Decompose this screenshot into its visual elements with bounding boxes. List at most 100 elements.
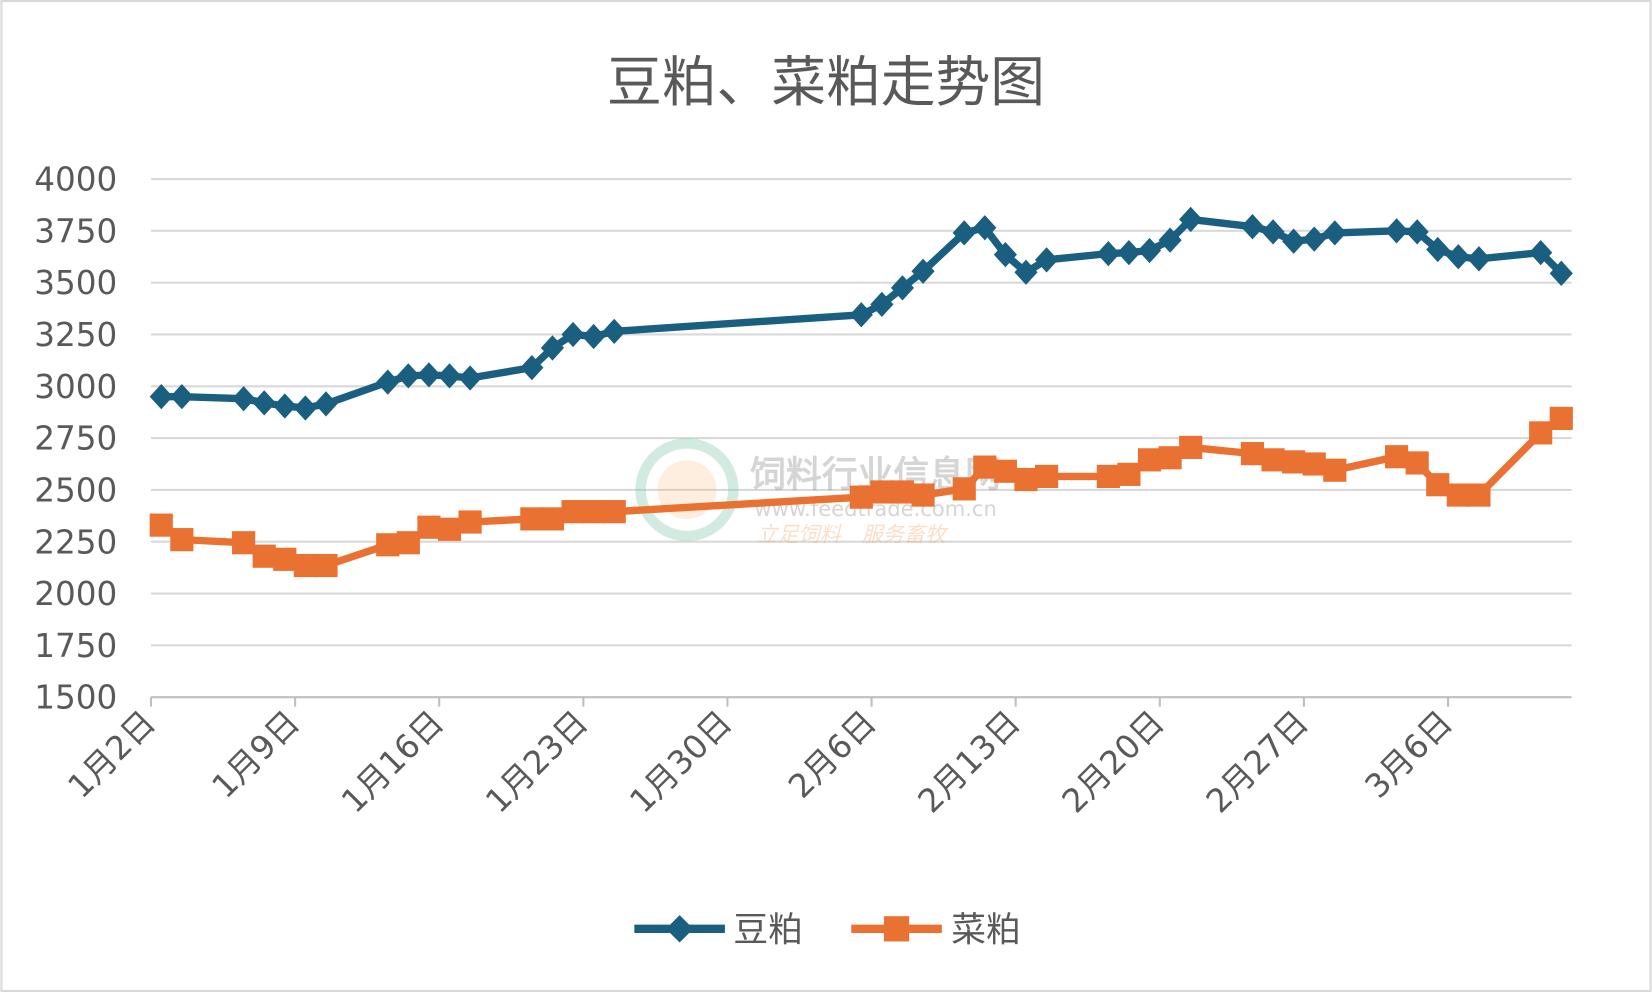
data-point-square [1302, 452, 1326, 476]
data-point-square [870, 480, 894, 504]
data-point-diamond [602, 318, 626, 344]
data-point-diamond [293, 395, 317, 421]
data-point-diamond [890, 275, 915, 301]
watermark-slogan: 立足饲料 服务畜牧 [756, 521, 948, 546]
data-point-square [396, 531, 420, 555]
y-tick-label: 1500 [34, 679, 117, 717]
data-point-diamond [1137, 237, 1162, 264]
watermark-logo-icon [635, 438, 739, 542]
data-point-diamond [232, 386, 256, 412]
data-point-square [1467, 483, 1491, 507]
data-point-square [993, 459, 1017, 483]
data-point-square [582, 500, 606, 524]
data-point-diamond [1323, 220, 1347, 246]
data-point-square [540, 507, 565, 531]
y-tick-label: 3250 [34, 316, 117, 354]
y-tick-label: 3500 [34, 264, 117, 302]
data-point-square [273, 547, 297, 571]
data-point-diamond [520, 354, 544, 381]
data-point-diamond [582, 323, 606, 350]
data-point-square [232, 531, 256, 555]
y-tick-label: 2250 [34, 523, 117, 561]
data-point-square [437, 517, 462, 541]
data-point-diamond [911, 258, 935, 284]
data-point-square [1034, 464, 1059, 489]
data-point-diamond [1302, 226, 1326, 252]
data-point-square [1158, 446, 1182, 470]
data-point-square [1282, 450, 1306, 474]
data-point-square [911, 483, 935, 507]
data-point-square [1446, 483, 1470, 507]
data-point-square [1014, 467, 1038, 492]
data-point-diamond [170, 383, 194, 410]
data-point-diamond [149, 383, 173, 410]
data-point-diamond [314, 391, 338, 417]
data-point-diamond [417, 362, 441, 388]
y-tick-label: 2750 [34, 420, 117, 458]
data-point-diamond [396, 363, 420, 389]
data-point-square [1261, 448, 1285, 472]
data-point-square [1384, 445, 1409, 469]
data-point-square [1117, 462, 1141, 486]
data-point-diamond [561, 321, 585, 348]
y-tick-label: 2000 [34, 575, 117, 613]
legend-label-soybean-meal: 豆粕 [733, 910, 803, 950]
data-point-square [561, 500, 585, 524]
data-point-diamond [952, 220, 976, 246]
gridlines [150, 177, 1572, 647]
data-point-square [952, 477, 976, 501]
legend: 豆粕 菜粕 [634, 910, 1021, 950]
y-axis: 1500 1750 2000 2250 2500 2750 3000 3250 3500 3750… [34, 161, 117, 717]
data-point-diamond [1096, 240, 1120, 267]
data-point-diamond [1426, 236, 1450, 263]
data-point-square [1529, 421, 1553, 445]
y-tick-label: 4000 [34, 161, 117, 199]
data-point-diamond [849, 302, 873, 328]
data-point-diamond [993, 242, 1017, 268]
data-point-diamond [1014, 259, 1038, 285]
data-point-diamond [870, 291, 894, 318]
data-point-diamond [252, 390, 276, 416]
data-point-diamond [1384, 218, 1409, 244]
y-tick-label: 2500 [34, 471, 117, 509]
data-point-square [890, 480, 915, 504]
legend-diamond-marker-icon [665, 915, 694, 943]
data-point-diamond [376, 369, 400, 395]
data-point-square [1137, 448, 1162, 472]
data-point-square [293, 553, 317, 578]
data-point-square [1179, 435, 1203, 459]
data-point-diamond [458, 365, 482, 391]
data-point-diamond [273, 393, 297, 419]
y-tick-label: 3000 [34, 368, 117, 406]
legend-label-rapeseed-meal: 菜粕 [951, 910, 1021, 950]
y-tick-label: 1750 [34, 627, 117, 665]
data-point-square [1405, 451, 1429, 475]
data-point-diamond [1158, 227, 1182, 253]
y-tick-label: 3750 [34, 212, 117, 250]
data-point-square [314, 553, 338, 578]
data-point-square [1240, 442, 1265, 466]
data-point-square [602, 500, 626, 524]
chart-title: 豆粕、菜粕走势图 [607, 50, 1045, 114]
data-point-square [252, 544, 276, 568]
data-point-square [417, 515, 441, 539]
data-point-square [1323, 458, 1347, 482]
data-point-square [1096, 464, 1120, 489]
legend-item-soybean-meal[interactable]: 豆粕 [634, 910, 803, 950]
data-point-square [149, 513, 173, 537]
data-point-square [376, 533, 400, 557]
legend-item-rapeseed-meal[interactable]: 菜粕 [851, 910, 1021, 950]
data-point-square [1426, 473, 1450, 497]
data-point-square [849, 485, 873, 509]
data-point-square [973, 455, 997, 479]
data-point-square [458, 510, 482, 534]
data-point-square [1549, 406, 1573, 430]
data-point-square [170, 528, 194, 552]
data-point-diamond [437, 363, 462, 389]
data-point-diamond [1405, 219, 1429, 245]
data-point-diamond [540, 335, 565, 361]
legend-square-marker-icon [883, 916, 910, 942]
data-point-square [520, 507, 544, 531]
